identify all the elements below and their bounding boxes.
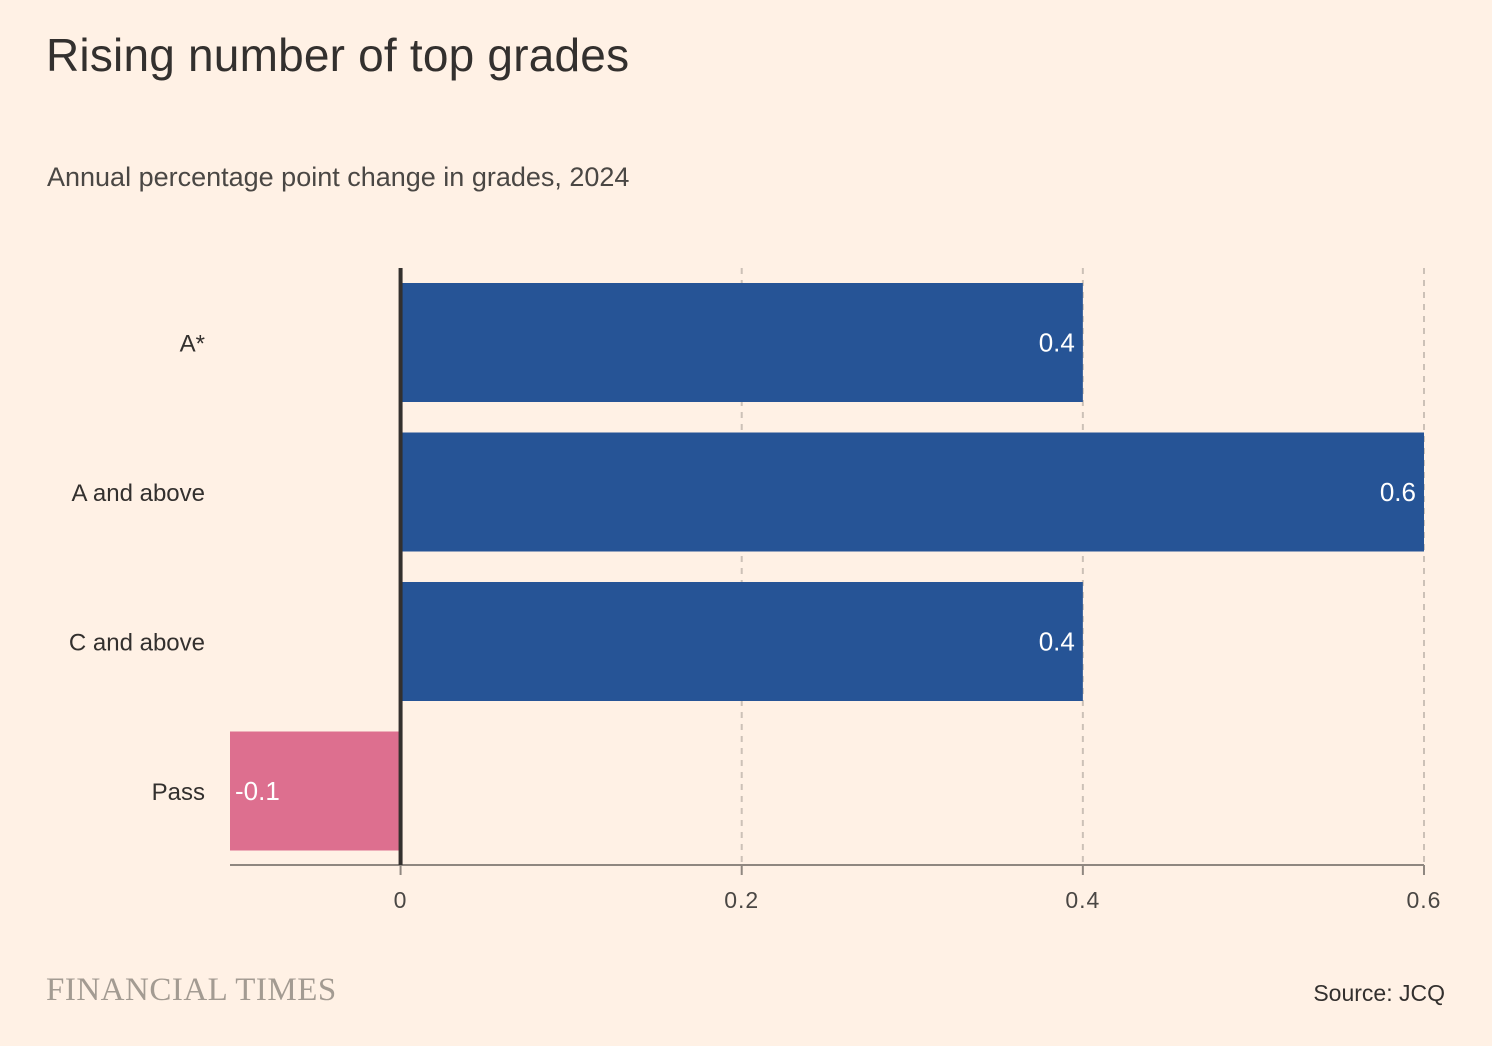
bar [230,731,401,851]
category-label: Pass [152,779,205,806]
category-label: C and above [69,630,205,657]
value-label: 0.6 [1380,477,1416,507]
source-note: Source: JCQ [1313,980,1445,1006]
ft-logo: FINANCIAL TIMES [46,972,337,1008]
value-label: -0.1 [235,776,280,806]
x-tick-label: 0.6 [1407,887,1442,913]
x-tick-label: 0.4 [1065,887,1100,913]
chart-subtitle: Annual percentage point change in grades… [47,162,630,192]
x-tick-label: 0 [394,887,408,913]
bars [230,283,1425,851]
bar [400,582,1083,701]
x-tick-label: 0.2 [724,887,759,913]
labels: 0 0.2 0.4 0.6 A* 0.4 A and above 0.6 C and above… [69,328,1442,914]
category-label: A and above [72,480,205,507]
value-label: 0.4 [1039,627,1075,657]
bar [400,432,1425,552]
category-label: A* [180,331,205,358]
value-label: 0.4 [1039,328,1075,358]
bar [400,283,1083,402]
axes [230,268,1425,875]
chart-title: Rising number of top grades [46,29,630,81]
